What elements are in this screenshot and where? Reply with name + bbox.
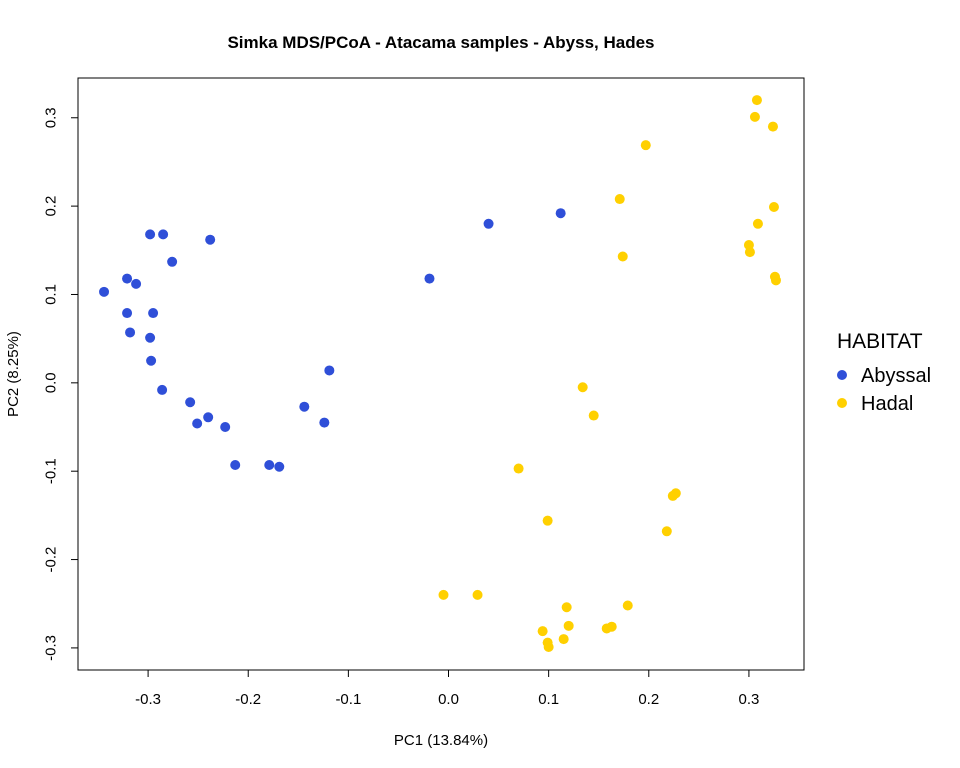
- abyssal-legend-label: Abyssal: [861, 365, 931, 387]
- hadal-point: [472, 589, 483, 600]
- x-tick-label: 0.1: [538, 691, 559, 708]
- hadal-legend-label: Hadal: [861, 393, 913, 415]
- y-tick-label: -0.1: [43, 458, 60, 484]
- abyssal-point: [264, 460, 275, 471]
- hadal-point: [667, 490, 678, 501]
- hadal-point: [640, 140, 651, 151]
- hadal-point: [768, 202, 779, 213]
- legend: HABITAT Abyssal Hadal: [837, 330, 931, 415]
- abyssal-point: [122, 273, 133, 284]
- hadal-point: [744, 247, 755, 258]
- abyssal-point: [148, 308, 159, 319]
- hadal-point: [542, 515, 553, 526]
- hadal-point: [622, 600, 633, 611]
- hadal-point: [543, 642, 554, 653]
- hadal-point: [537, 626, 548, 637]
- x-tick-label: -0.1: [335, 691, 361, 708]
- abyssal-point: [99, 286, 110, 297]
- abyssal-point: [299, 401, 310, 412]
- hadal-point: [561, 602, 572, 613]
- hadal-point: [767, 121, 778, 132]
- hadal-legend-marker: [837, 398, 847, 408]
- abyssal-point: [158, 229, 169, 240]
- y-tick-label: 0.2: [43, 196, 60, 217]
- abyssal-point: [220, 422, 231, 433]
- x-tick-label: -0.3: [135, 691, 161, 708]
- hadal-point: [617, 251, 628, 262]
- y-tick-label: -0.3: [43, 635, 60, 661]
- abyssal-point: [145, 332, 156, 343]
- hadal-point: [749, 111, 760, 122]
- abyssal-point: [483, 218, 494, 229]
- hadal-point: [563, 620, 574, 631]
- x-tick-label: -0.2: [235, 691, 261, 708]
- abyssal-point: [167, 256, 178, 267]
- abyssal-legend-marker: [837, 370, 847, 380]
- abyssal-point: [324, 365, 335, 376]
- abyssal-point: [122, 308, 133, 319]
- y-tick-label: 0.3: [43, 107, 60, 128]
- hadal-point: [751, 95, 762, 106]
- hadal-point: [614, 194, 625, 205]
- plot-frame: [77, 77, 805, 671]
- abyssal-point: [192, 418, 203, 429]
- x-axis-label: PC1 (13.84%): [394, 732, 488, 749]
- data-points: [99, 95, 781, 653]
- y-axis: -0.3 -0.2 -0.1 0.0 0.1 0.2 0.3: [43, 107, 79, 661]
- y-tick-label: 0.0: [43, 372, 60, 393]
- hadal-point: [601, 623, 612, 634]
- legend-title: HABITAT: [837, 330, 923, 353]
- abyssal-point: [274, 461, 285, 472]
- abyssal-point: [424, 273, 435, 284]
- x-tick-label: 0.2: [638, 691, 659, 708]
- y-axis-label: PC2 (8.25%): [5, 331, 22, 417]
- y-tick-label: -0.2: [43, 547, 60, 573]
- abyssal-point: [203, 412, 214, 423]
- hadal-point: [513, 463, 524, 474]
- abyssal-point: [205, 234, 216, 245]
- x-axis: -0.3 -0.2 -0.1 0.0 0.1 0.2 0.3: [135, 669, 759, 708]
- abyssal-point: [157, 384, 168, 395]
- abyssal-point: [230, 460, 241, 471]
- hadal-point: [770, 275, 781, 286]
- hadal-point: [577, 382, 588, 393]
- hadal-point: [588, 410, 599, 421]
- x-tick-label: 0.0: [438, 691, 459, 708]
- abyssal-point: [145, 229, 156, 240]
- chart-title: Simka MDS/PCoA - Atacama samples - Abyss…: [227, 33, 654, 52]
- hadal-point: [752, 218, 763, 229]
- hadal-point: [661, 526, 672, 537]
- hadal-point: [558, 634, 569, 645]
- legend-items: Abyssal Hadal: [837, 365, 931, 415]
- abyssal-point: [125, 327, 136, 338]
- abyssal-point: [185, 397, 196, 408]
- x-tick-label: 0.3: [738, 691, 759, 708]
- abyssal-point: [131, 278, 142, 289]
- abyssal-point: [319, 417, 330, 428]
- hadal-point: [438, 589, 449, 600]
- y-tick-label: 0.1: [43, 284, 60, 305]
- abyssal-point: [146, 355, 157, 366]
- abyssal-point: [555, 208, 566, 219]
